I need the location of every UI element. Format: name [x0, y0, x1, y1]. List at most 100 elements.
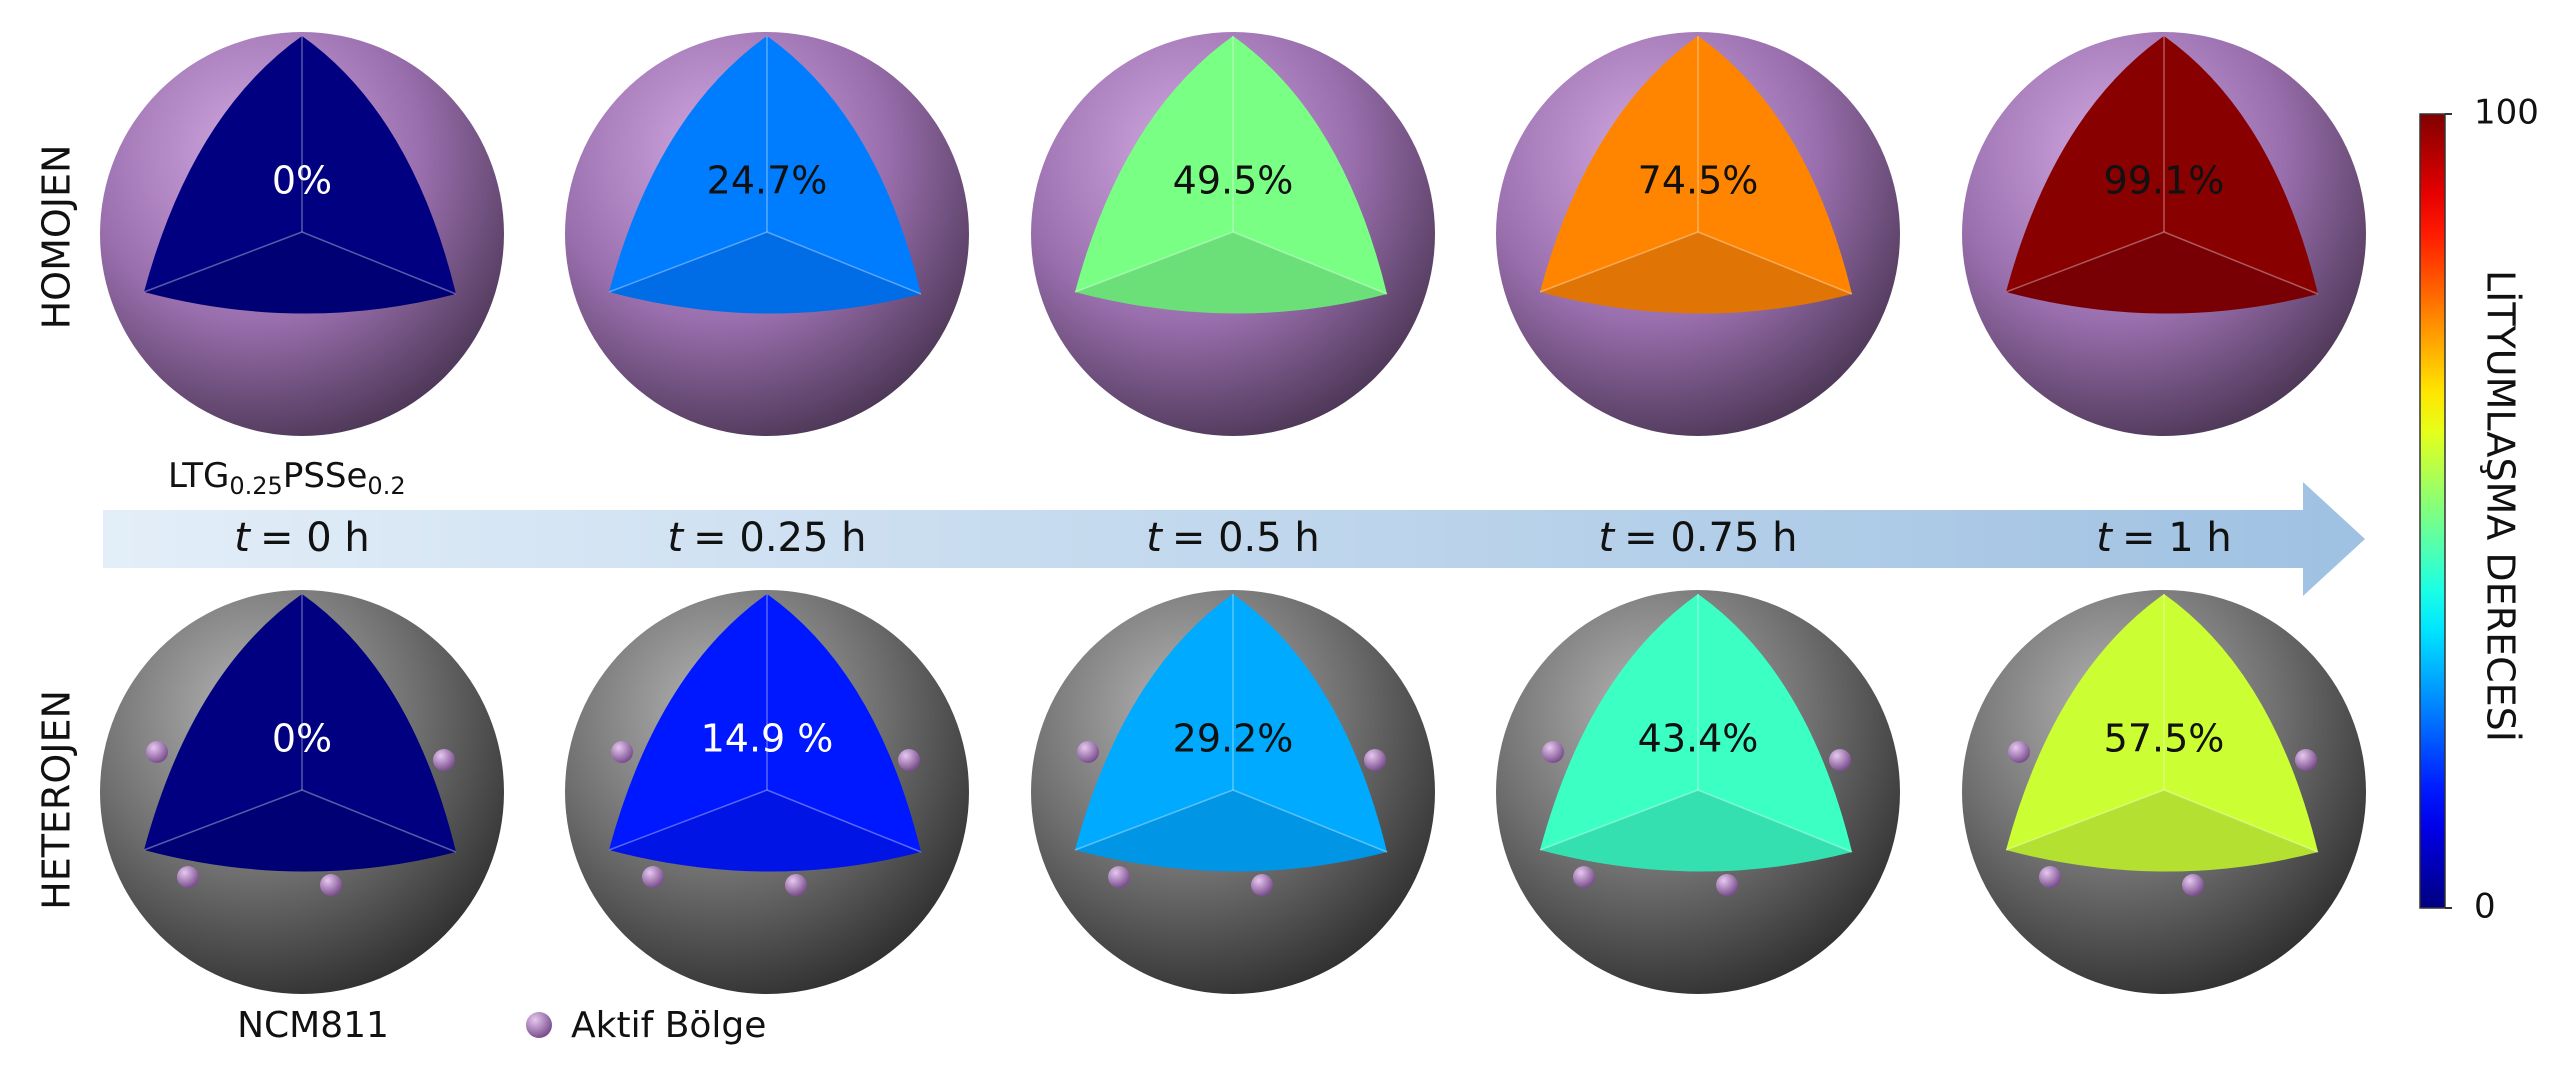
wedge-shade: [144, 232, 456, 314]
active-site: [146, 741, 168, 763]
wedge-shade: [1540, 232, 1852, 314]
wedge-shade: [2006, 232, 2318, 314]
active-site: [1251, 874, 1273, 896]
time-arrow: [103, 482, 2365, 596]
wedge-edge: [2163, 231, 2319, 295]
row-label: HETEROJEN: [35, 690, 79, 910]
wedge-shade: [1075, 790, 1387, 872]
lithiation-label: 43.4%: [1638, 717, 1759, 761]
row-label: HOMOJEN: [35, 145, 79, 330]
wedge-edge: [608, 789, 768, 851]
lithiation-label: 57.5%: [2104, 717, 2225, 761]
wedge-edge: [1232, 789, 1388, 853]
wedge-edge: [2005, 231, 2165, 293]
time-variable: t: [2096, 515, 2113, 561]
time-value: = 0.5 h: [1172, 515, 1320, 561]
active-site: [177, 866, 199, 888]
lithiation-label: 0%: [272, 159, 332, 203]
time-label: t = 0 h: [234, 515, 369, 561]
wedge-edge: [2005, 789, 2165, 851]
wedge-edge: [143, 231, 303, 293]
wedge-edge: [1697, 789, 1853, 853]
active-site: [2008, 741, 2030, 763]
wedge-shade: [609, 232, 921, 314]
wedge-edge: [143, 789, 303, 851]
time-label: t = 0.5 h: [1146, 515, 1320, 561]
legend-marker: [526, 1012, 552, 1038]
colorbar: [2419, 113, 2446, 909]
active-site: [1542, 741, 1564, 763]
wedge-edge: [2163, 789, 2319, 853]
wedge-edge: [608, 231, 768, 293]
wedge-edge: [766, 789, 922, 853]
active-site: [1077, 741, 1099, 763]
lithiation-label: 49.5%: [1173, 159, 1294, 203]
time-value: = 0.25 h: [693, 515, 866, 561]
lithiation-wedge: [144, 36, 456, 314]
active-site: [898, 749, 920, 771]
wedge-shade: [2006, 790, 2318, 872]
active-site: [2295, 749, 2317, 771]
legend-label: Aktif Bölge: [571, 1005, 766, 1046]
active-site: [785, 874, 807, 896]
lithiation-wedge: [1075, 594, 1387, 872]
active-site: [1716, 874, 1738, 896]
time-label: t = 0.25 h: [667, 515, 866, 561]
lithiation-wedge: [1075, 36, 1387, 314]
wedge-edge: [301, 789, 457, 853]
material-label: LTG0.25PSSe0.2: [168, 456, 406, 501]
wedge-shade: [1540, 790, 1852, 872]
time-variable: t: [234, 515, 251, 561]
lithiation-wedge: [609, 594, 921, 872]
time-value: = 0 h: [260, 515, 370, 561]
active-site: [1573, 866, 1595, 888]
active-site: [2039, 866, 2061, 888]
lithiation-label: 14.9 %: [701, 717, 834, 761]
lithiation-wedge: [1540, 594, 1852, 872]
lithiation-label: 74.5%: [1638, 159, 1759, 203]
active-site: [2182, 874, 2204, 896]
active-site: [642, 866, 664, 888]
time-value: = 0.75 h: [1624, 515, 1797, 561]
colorbar-tick-label: 100: [2474, 93, 2539, 133]
lithiation-wedge: [2006, 594, 2318, 872]
lithiation-wedge: [144, 594, 456, 872]
wedge-edge: [1074, 789, 1234, 851]
colorbar-tick-label: 0: [2474, 887, 2496, 927]
wedge-shade: [144, 790, 456, 872]
material-sub: 0.25: [229, 472, 282, 500]
material-label: NCM811: [237, 1005, 389, 1046]
time-label: t = 0.75 h: [1598, 515, 1797, 561]
lithiation-label: 24.7%: [707, 159, 828, 203]
active-site: [1829, 749, 1851, 771]
wedge-edge: [1539, 789, 1699, 851]
material-part: LTG: [168, 456, 229, 496]
wedge-edge: [1232, 231, 1388, 295]
time-label: t = 1 h: [2096, 515, 2231, 561]
time-value: = 1 h: [2122, 515, 2232, 561]
time-variable: t: [1146, 515, 1163, 561]
active-site: [1364, 749, 1386, 771]
wedge-edge: [1697, 231, 1853, 295]
wedge-edge: [1539, 231, 1699, 293]
time-variable: t: [667, 515, 684, 561]
lithiation-label: 99.1%: [2104, 159, 2225, 203]
wedge-edge: [301, 231, 457, 295]
active-site: [433, 749, 455, 771]
lithiation-wedge: [2006, 36, 2318, 314]
wedge-edge: [1074, 231, 1234, 293]
colorbar-label: LİTYUMLAŞMA DERECESİ: [2479, 270, 2523, 742]
lithiation-label: 0%: [272, 717, 332, 761]
lithiation-wedge: [609, 36, 921, 314]
material-sub: 0.2: [367, 472, 405, 500]
active-site: [611, 741, 633, 763]
time-variable: t: [1598, 515, 1615, 561]
lithiation-wedge: [1540, 36, 1852, 314]
active-site: [320, 874, 342, 896]
wedge-shade: [609, 790, 921, 872]
active-site: [1108, 866, 1130, 888]
wedge-edge: [766, 231, 922, 295]
material-part: PSSe: [283, 456, 368, 496]
lithiation-label: 29.2%: [1173, 717, 1294, 761]
